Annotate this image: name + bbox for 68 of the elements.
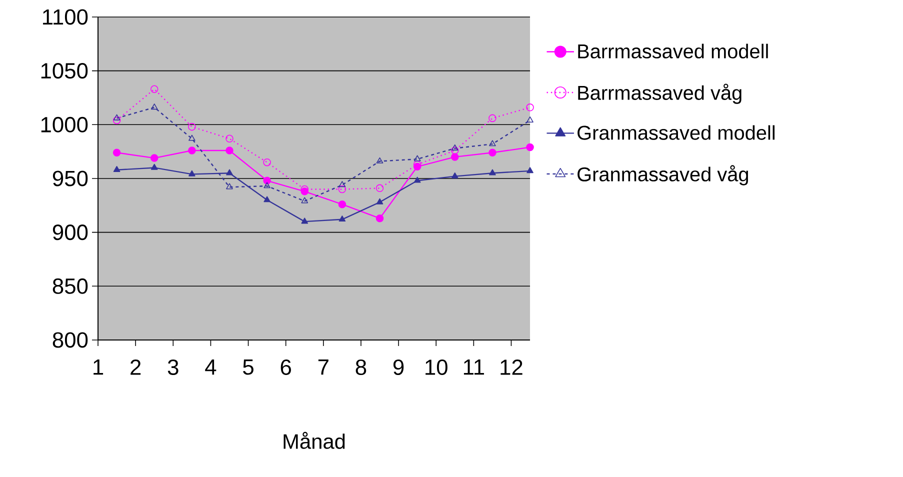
x-tick-label: 9 bbox=[393, 360, 404, 376]
point bbox=[338, 185, 346, 194]
point bbox=[264, 196, 270, 202]
point bbox=[112, 116, 121, 124]
y-tick-label: 1000 bbox=[41, 116, 88, 132]
y-tick-label: 1050 bbox=[41, 63, 88, 79]
x-tick-label: 3 bbox=[168, 360, 178, 376]
legend-label: Granmassaved våg bbox=[578, 165, 748, 186]
point bbox=[450, 146, 459, 154]
y-tick-label: 950 bbox=[52, 170, 88, 186]
legend-label: Barrmassaved våg bbox=[578, 84, 742, 104]
x-tick-label: 8 bbox=[356, 360, 366, 376]
point bbox=[338, 200, 346, 208]
x-tick-label: 5 bbox=[243, 360, 254, 375]
legend-label: Granmassaved modell bbox=[578, 125, 775, 140]
point bbox=[414, 176, 421, 183]
point bbox=[301, 197, 308, 204]
x-tick-label: 11 bbox=[464, 360, 484, 375]
y-tick-label: 800 bbox=[52, 332, 88, 348]
x-tick-label: 2 bbox=[130, 360, 141, 375]
point bbox=[301, 218, 308, 224]
point bbox=[188, 146, 196, 154]
point bbox=[226, 183, 233, 190]
point bbox=[263, 158, 271, 166]
point bbox=[376, 184, 384, 192]
point bbox=[188, 170, 196, 176]
point bbox=[526, 167, 534, 174]
point bbox=[150, 164, 158, 170]
y-tick-label: 1100 bbox=[43, 9, 88, 25]
point bbox=[489, 169, 496, 176]
point bbox=[112, 148, 121, 157]
point bbox=[338, 181, 346, 188]
point bbox=[150, 85, 158, 94]
point bbox=[338, 216, 346, 222]
x-tick-label: 1 bbox=[94, 360, 104, 375]
x-tick-label: 4 bbox=[205, 360, 216, 375]
x-tick-label: 6 bbox=[280, 360, 291, 376]
point bbox=[263, 176, 271, 185]
x-axis-title: Månad bbox=[284, 432, 345, 449]
point bbox=[526, 104, 534, 112]
point bbox=[451, 144, 458, 150]
x-tick-label: 10 bbox=[426, 360, 448, 376]
point bbox=[226, 146, 234, 154]
point bbox=[113, 166, 120, 172]
point bbox=[451, 172, 458, 178]
legend-label: Barrmassaved modell bbox=[578, 44, 768, 58]
x-tick-label: 7 bbox=[318, 360, 328, 375]
point bbox=[488, 148, 496, 157]
point bbox=[489, 140, 496, 146]
point bbox=[188, 122, 196, 131]
x-tick-label: 12 bbox=[500, 360, 522, 375]
point bbox=[226, 169, 233, 176]
point bbox=[488, 114, 496, 122]
point bbox=[188, 134, 196, 141]
y-tick-label: 850 bbox=[52, 278, 88, 294]
point bbox=[526, 143, 534, 152]
point bbox=[376, 198, 384, 204]
y-tick-label: 900 bbox=[52, 224, 88, 240]
point bbox=[526, 116, 534, 122]
point bbox=[150, 104, 158, 110]
point bbox=[113, 114, 120, 120]
point bbox=[414, 155, 421, 162]
point bbox=[264, 182, 270, 188]
point bbox=[226, 134, 234, 143]
point bbox=[150, 154, 158, 162]
point bbox=[450, 153, 459, 161]
point bbox=[376, 157, 384, 164]
point bbox=[376, 214, 384, 222]
